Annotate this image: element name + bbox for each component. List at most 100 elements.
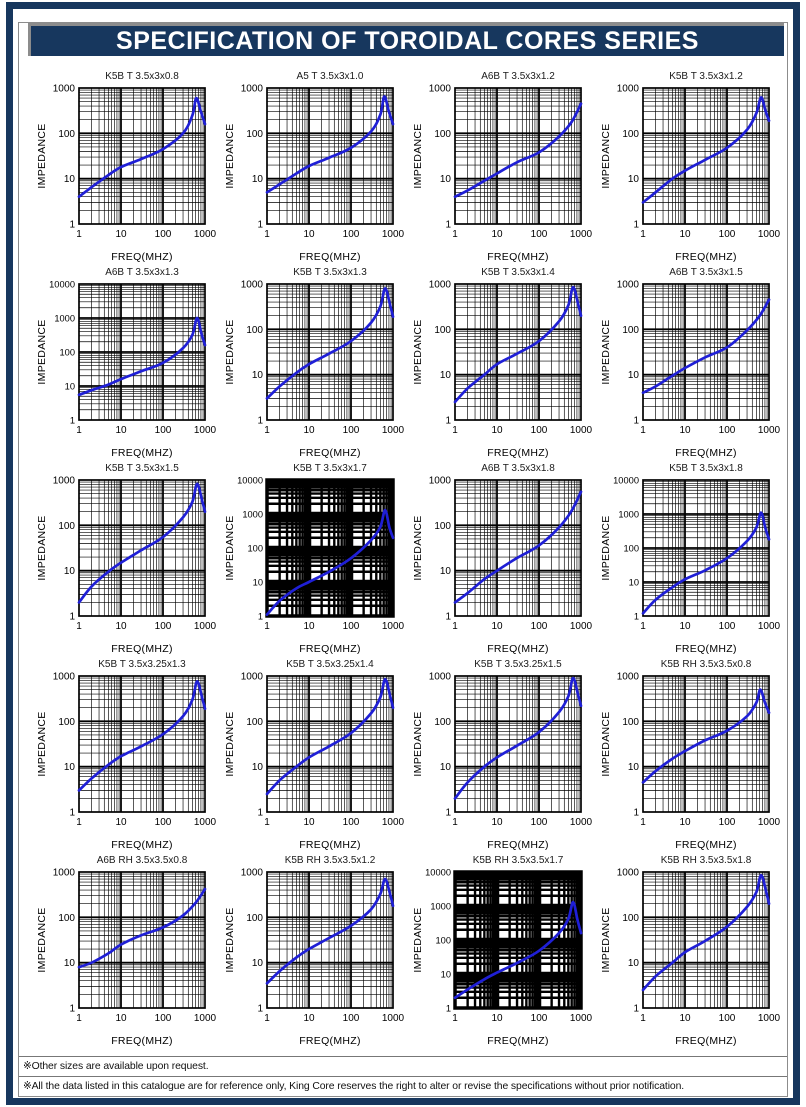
y-axis-label: IMPEDANCE xyxy=(224,123,236,188)
svg-text:1: 1 xyxy=(640,817,646,828)
chart-cell: K5B T 3.5x3.25x1.4 1 10 100 1000 1 10 100 1000 IM… xyxy=(221,656,409,852)
chart-title: K5B T 3.5x3.25x1.3 xyxy=(98,659,186,670)
svg-text:1000: 1000 xyxy=(53,868,76,879)
svg-text:10: 10 xyxy=(115,817,127,828)
svg-text:10: 10 xyxy=(491,229,503,240)
svg-text:1: 1 xyxy=(76,425,82,436)
svg-text:1000: 1000 xyxy=(758,229,781,240)
svg-text:10: 10 xyxy=(628,370,640,381)
x-axis-label: FREQ(MHZ) xyxy=(299,839,361,851)
impedance-curve xyxy=(265,508,395,616)
y-axis-ticks: 1 10 100 1000 xyxy=(53,476,76,623)
y-axis-label: IMPEDANCE xyxy=(224,319,236,384)
x-axis-ticks: 1 10 100 1000 xyxy=(452,817,592,828)
svg-text:1000: 1000 xyxy=(382,1013,405,1024)
svg-text:1000: 1000 xyxy=(194,229,217,240)
chart-cell: K5B T 3.5x3x1.3 1 10 100 1000 1 10 100 1000 IMPED… xyxy=(221,264,409,460)
footer-note-disclaimer: ※All the data listed in this catalogue a… xyxy=(19,1076,787,1096)
svg-text:10: 10 xyxy=(115,621,127,632)
y-axis-ticks: 1 10 100 1000 xyxy=(241,672,264,819)
chart-title: A6B T 3.5x3x1.8 xyxy=(481,463,555,474)
x-axis-label: FREQ(MHZ) xyxy=(299,251,361,263)
plot-area xyxy=(266,871,394,1009)
y-axis-ticks: 1 10 100 1000 xyxy=(53,868,76,1015)
y-axis-ticks: 1 10 100 1000 xyxy=(617,280,640,427)
svg-text:10: 10 xyxy=(115,229,127,240)
plot-area xyxy=(454,479,582,617)
svg-text:1000: 1000 xyxy=(570,621,593,632)
svg-text:10: 10 xyxy=(115,425,127,436)
impedance-chart: K5B T 3.5x3x1.5 1 10 100 1000 1 10 100 1000 IMPED… xyxy=(36,463,217,655)
y-axis-label: IMPEDANCE xyxy=(36,123,48,188)
x-axis-label: FREQ(MHZ) xyxy=(487,1035,549,1047)
svg-text:1: 1 xyxy=(452,621,458,632)
x-axis-label: FREQ(MHZ) xyxy=(299,1035,361,1047)
svg-text:10: 10 xyxy=(303,229,315,240)
svg-text:10: 10 xyxy=(679,229,691,240)
svg-text:100: 100 xyxy=(246,325,263,336)
chart-title: K5B T 3.5x3x1.4 xyxy=(481,267,555,278)
y-axis-ticks: 1 10 100 1000 xyxy=(241,280,264,427)
svg-text:100: 100 xyxy=(247,544,263,554)
impedance-curve xyxy=(453,285,583,404)
impedance-curve xyxy=(77,96,207,199)
svg-text:1000: 1000 xyxy=(241,280,264,291)
chart-cell: K5B T 3.5x3x1.4 1 10 100 1000 1 10 100 1000 IMPED… xyxy=(409,264,597,460)
svg-text:1: 1 xyxy=(257,220,263,231)
svg-text:1: 1 xyxy=(264,621,270,632)
y-axis-ticks: 1 10 100 1000 xyxy=(241,84,264,231)
y-axis-label: IMPEDANCE xyxy=(412,907,424,972)
chart-cell: K5B RH 3.5x3.5x1.8 1 10 100 1000 1 10 100 1000 IM… xyxy=(597,852,785,1048)
plot-area xyxy=(266,283,394,421)
svg-text:100: 100 xyxy=(531,817,548,828)
svg-text:100: 100 xyxy=(155,1013,172,1024)
svg-text:1000: 1000 xyxy=(429,84,452,95)
x-axis-label: FREQ(MHZ) xyxy=(675,839,737,851)
y-axis-ticks: 1 10 100 1000 xyxy=(53,672,76,819)
svg-text:10: 10 xyxy=(440,566,452,577)
x-axis-label: FREQ(MHZ) xyxy=(487,839,549,851)
plot-area xyxy=(265,478,395,618)
chart-title: K5B RH 3.5x3.5x1.2 xyxy=(285,855,376,866)
svg-text:1000: 1000 xyxy=(382,425,405,436)
svg-text:1: 1 xyxy=(634,612,639,622)
plot-area xyxy=(642,871,770,1009)
impedance-curve xyxy=(453,900,583,1000)
svg-text:1: 1 xyxy=(640,229,646,240)
svg-text:10: 10 xyxy=(679,621,691,632)
svg-text:1000: 1000 xyxy=(429,280,452,291)
x-axis-label: FREQ(MHZ) xyxy=(675,251,737,263)
svg-text:1: 1 xyxy=(69,220,75,231)
y-axis-ticks: 1 10 100 1000 10000 xyxy=(49,280,75,426)
plot-area xyxy=(454,675,582,813)
x-axis-ticks: 1 10 100 1000 xyxy=(76,621,216,632)
x-axis-ticks: 1 10 100 1000 xyxy=(264,817,404,828)
x-axis-ticks: 1 10 100 1000 xyxy=(264,621,404,632)
chart-cell: A6B T 3.5x3x1.3 1 10 100 1000 10000 1 10 100 1000… xyxy=(33,264,221,460)
svg-text:1000: 1000 xyxy=(570,229,593,240)
svg-text:1000: 1000 xyxy=(53,476,76,487)
svg-text:1: 1 xyxy=(69,808,75,819)
svg-text:1000: 1000 xyxy=(194,621,217,632)
chart-cell: A6B T 3.5x3x1.8 1 10 100 1000 1 10 100 1000 IMPED… xyxy=(409,460,597,656)
svg-text:100: 100 xyxy=(623,544,639,554)
svg-text:10: 10 xyxy=(252,762,264,773)
x-axis-label: FREQ(MHZ) xyxy=(675,447,737,459)
svg-text:1000: 1000 xyxy=(758,425,781,436)
svg-text:10: 10 xyxy=(679,817,691,828)
impedance-curve xyxy=(453,490,583,604)
svg-text:1000: 1000 xyxy=(618,510,639,520)
y-axis-label: IMPEDANCE xyxy=(36,711,48,776)
svg-text:1000: 1000 xyxy=(382,817,405,828)
chart-cell: K5B T 3.5x3x1.8 1 10 100 1000 10000 1 10 100 1000… xyxy=(597,460,785,656)
svg-text:10000: 10000 xyxy=(425,868,451,878)
svg-text:1000: 1000 xyxy=(570,425,593,436)
svg-text:1000: 1000 xyxy=(241,868,264,879)
impedance-chart: K5B T 3.5x3x1.3 1 10 100 1000 1 10 100 1000 IMPED… xyxy=(224,267,405,459)
svg-text:100: 100 xyxy=(155,817,172,828)
impedance-curve xyxy=(77,482,207,604)
y-axis-label: IMPEDANCE xyxy=(36,515,48,580)
svg-text:100: 100 xyxy=(719,621,736,632)
svg-text:100: 100 xyxy=(622,325,639,336)
impedance-chart: K5B RH 3.5x3.5x0.8 1 10 100 1000 1 10 100 1000 IM… xyxy=(600,659,781,851)
